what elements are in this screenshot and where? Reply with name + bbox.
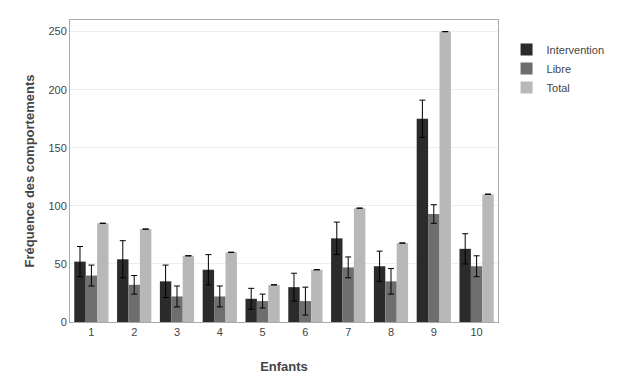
svg-text:150: 150 [48,142,66,154]
svg-text:7: 7 [345,326,351,338]
svg-text:10: 10 [470,326,482,338]
svg-text:5: 5 [260,326,266,338]
svg-text:1: 1 [88,326,94,338]
svg-text:2: 2 [131,326,137,338]
svg-text:Libre: Libre [547,63,571,75]
svg-text:250: 250 [48,25,66,37]
svg-text:0: 0 [61,316,67,328]
svg-text:8: 8 [388,326,394,338]
svg-text:9: 9 [431,326,437,338]
svg-text:200: 200 [48,84,66,96]
svg-text:6: 6 [302,326,308,338]
svg-text:100: 100 [48,200,66,212]
svg-text:4: 4 [217,326,223,338]
svg-text:Intervention: Intervention [547,44,604,56]
svg-text:3: 3 [174,326,180,338]
svg-text:Enfants: Enfants [260,359,308,374]
svg-text:50: 50 [55,258,67,270]
svg-text:Total: Total [547,82,570,94]
svg-text:Fréquence des comportements: Fréquence des comportements [22,75,37,268]
